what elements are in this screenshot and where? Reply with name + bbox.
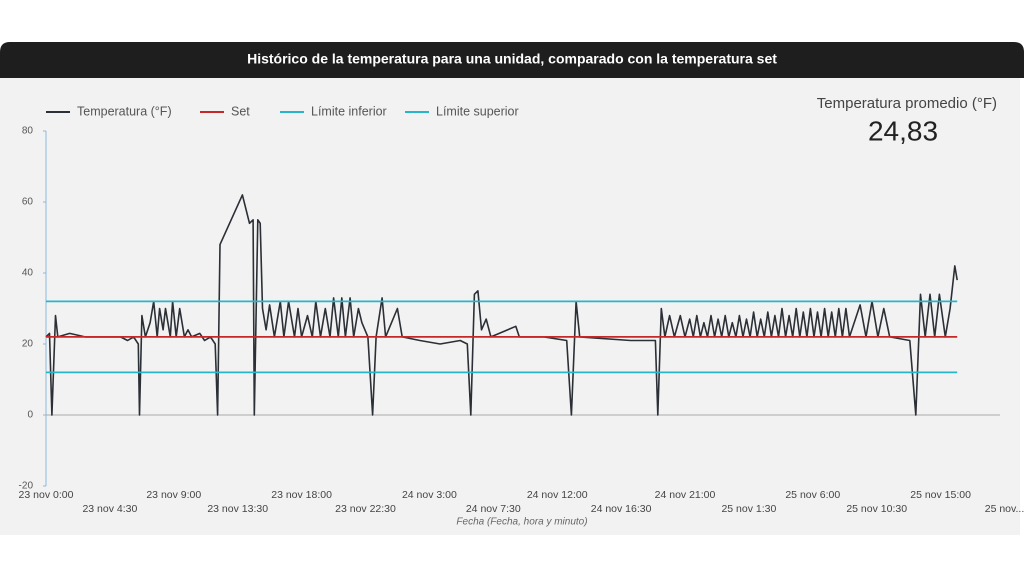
panel bbox=[0, 78, 1020, 535]
x-tick-label: 25 nov 1:30 bbox=[721, 503, 776, 515]
x-tick-label: 23 nov 9:00 bbox=[146, 489, 201, 501]
x-tick-label: 23 nov 4:30 bbox=[82, 503, 137, 515]
x-tick-label: 25 nov 15:00 bbox=[910, 489, 971, 501]
x-tick-label: 25 nov... bbox=[985, 503, 1024, 515]
series-line bbox=[45, 194, 958, 416]
x-tick-label: 24 nov 16:30 bbox=[591, 503, 652, 515]
y-tick-label: 20 bbox=[22, 339, 34, 350]
x-tick-label: 25 nov 6:00 bbox=[785, 489, 840, 501]
x-tick-label: 24 nov 7:30 bbox=[466, 503, 521, 515]
x-tick-label: 25 nov 10:30 bbox=[846, 503, 907, 515]
y-tick-label: 0 bbox=[27, 410, 33, 421]
y-tick-label: 40 bbox=[22, 268, 34, 279]
y-tick-label: 80 bbox=[22, 126, 34, 137]
stat-label: Temperatura promedio (°F) bbox=[817, 95, 997, 112]
legend-label: Límite inferior bbox=[311, 104, 387, 118]
y-tick-label: -20 bbox=[19, 481, 34, 492]
x-tick-label: 24 nov 3:00 bbox=[402, 489, 457, 501]
x-tick-label: 23 nov 13:30 bbox=[207, 503, 268, 515]
chart-title: Histórico de la temperatura para una uni… bbox=[247, 51, 777, 67]
x-tick-label: 23 nov 22:30 bbox=[335, 503, 396, 515]
legend-label: Límite superior bbox=[436, 104, 519, 118]
x-tick-label: 23 nov 0:00 bbox=[19, 489, 74, 501]
stat-value: 24,83 bbox=[868, 115, 938, 146]
x-tick-label: 23 nov 18:00 bbox=[271, 489, 332, 501]
x-tick-label: 24 nov 12:00 bbox=[527, 489, 588, 501]
header-bar bbox=[0, 42, 1024, 78]
x-tick-label: 24 nov 21:00 bbox=[655, 489, 716, 501]
y-tick-label: 60 bbox=[22, 197, 34, 208]
legend-label: Set bbox=[231, 104, 250, 118]
legend-label: Temperatura (°F) bbox=[77, 104, 172, 118]
x-axis-title: Fecha (Fecha, hora y minuto) bbox=[456, 517, 587, 528]
